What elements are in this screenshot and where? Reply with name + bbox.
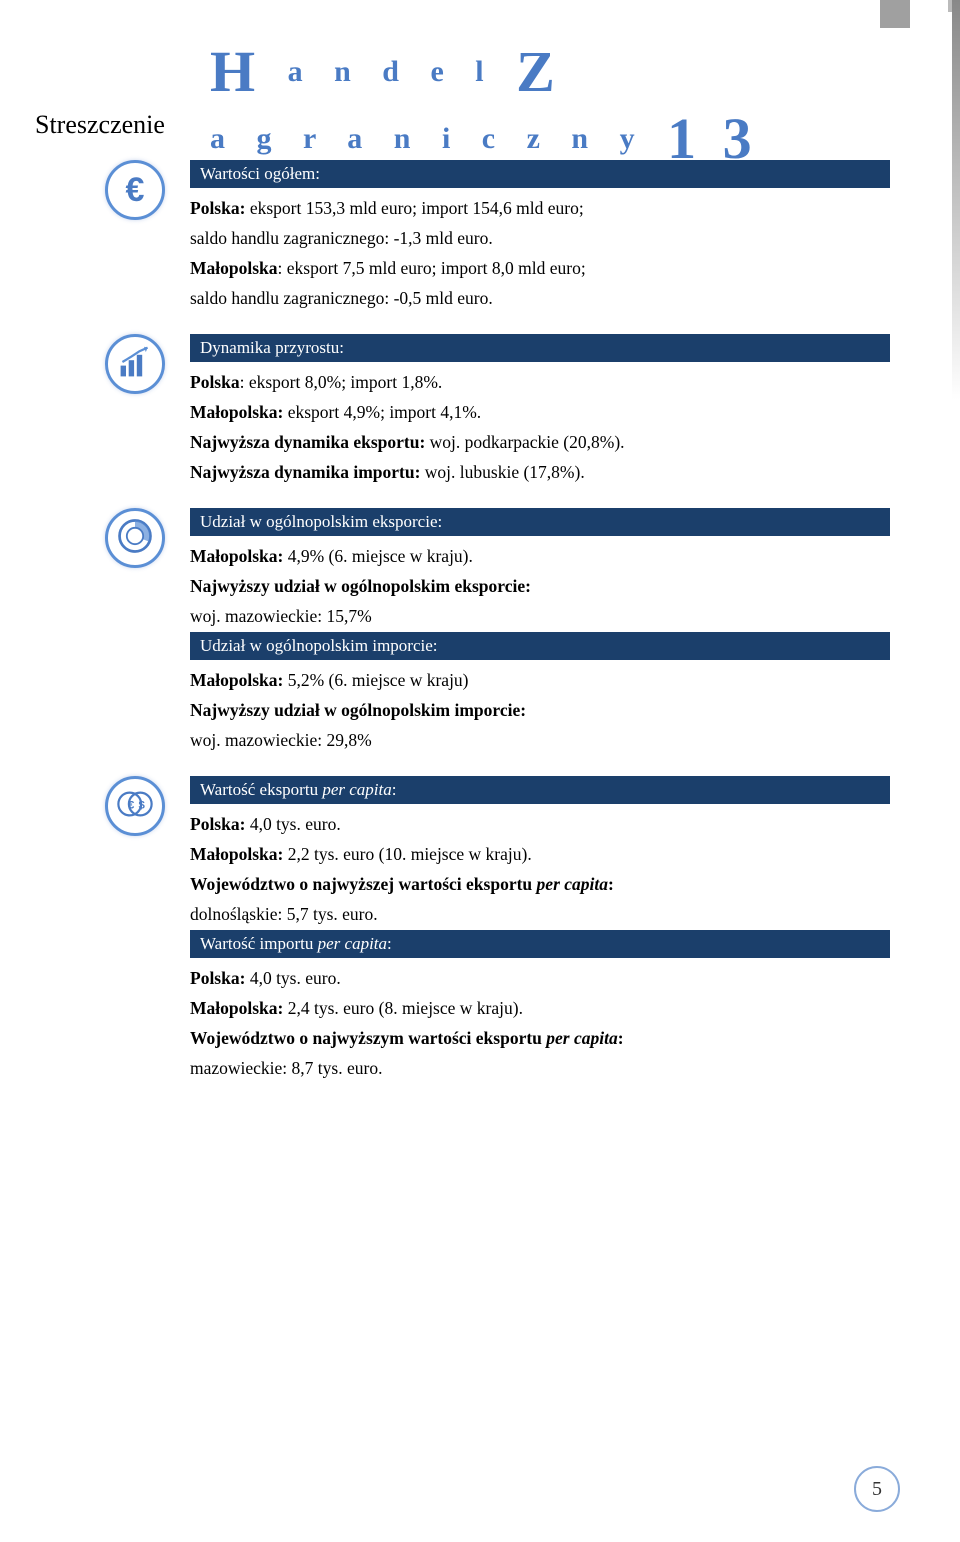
text-line: Polska: 4,0 tys. euro. (190, 964, 890, 992)
header-word2-rest: a g r a n i c z n y (210, 122, 647, 156)
text-line: Najwyższa dynamika importu: woj. lubuski… (190, 458, 890, 486)
header-word2-big: Z (516, 38, 567, 105)
text-line: mazowieckie: 8,7 tys. euro. (190, 1054, 890, 1082)
coins-icon: €$ (105, 776, 167, 838)
text-line: dolnośląskie: 5,7 tys. euro. (190, 900, 890, 928)
text-line: Najwyższy udział w ogólnopolskim imporci… (190, 696, 890, 724)
text-line: Małopolska: eksport 4,9%; import 4,1%. (190, 398, 890, 426)
text-line: Małopolska: 2,2 tys. euro (10. miejsce w… (190, 840, 890, 868)
chart-icon (105, 334, 167, 396)
text-line: Małopolska: 5,2% (6. miejsce w kraju) (190, 666, 890, 694)
text-line: Polska: eksport 8,0%; import 1,8%. (190, 368, 890, 396)
text-line: saldo handlu zagranicznego: -1,3 mld eur… (190, 224, 890, 252)
text-line: Małopolska: 4,9% (6. miejsce w kraju). (190, 542, 890, 570)
section-band: Wartości ogółem: (190, 160, 890, 188)
text-line: Polska: eksport 153,3 mld euro; import 1… (190, 194, 890, 222)
text-line: woj. mazowieckie: 29,8% (190, 726, 890, 754)
header-word1-big: H (210, 38, 267, 105)
text-line: Polska: 4,0 tys. euro. (190, 810, 890, 838)
svg-text:€: € (128, 799, 135, 811)
page-title: Streszczenie (35, 110, 165, 140)
pie-icon (105, 508, 167, 570)
svg-text:$: $ (139, 799, 146, 811)
content-area: €Wartości ogółem:Polska: eksport 153,3 m… (190, 160, 890, 1104)
text-line: Najwyższa dynamika eksportu: woj. podkar… (190, 428, 890, 456)
section: €$Wartość eksportu per capita:Polska: 4,… (190, 776, 890, 1082)
section-band: Udział w ogólnopolskim eksporcie: (190, 508, 890, 536)
header-word1-rest: a n d e l (288, 55, 496, 89)
text-line: Małopolska: 2,4 tys. euro (8. miejsce w … (190, 994, 890, 1022)
section-band: Dynamika przyrostu: (190, 334, 890, 362)
section: €Wartości ogółem:Polska: eksport 153,3 m… (190, 160, 890, 312)
section-band: Wartość importu per capita: (190, 930, 890, 958)
section: Dynamika przyrostu: Polska: eksport 8,0%;… (190, 334, 890, 486)
text-line: Małopolska: eksport 7,5 mld euro; import… (190, 254, 890, 282)
top-decoration-bar (880, 0, 910, 28)
header-title: H a n d e l Z a g r a n i c z n y 1 3 (210, 38, 900, 172)
text-line: saldo handlu zagranicznego: -0,5 mld eur… (190, 284, 890, 312)
section-band: Udział w ogólnopolskim imporcie: (190, 632, 890, 660)
section: Udział w ogólnopolskim eksporcie: Małopol… (190, 508, 890, 754)
text-line: Najwyższy udział w ogólnopolskim eksporc… (190, 572, 890, 600)
text-line: Województwo o najwyższym wartości ekspor… (190, 1024, 890, 1052)
right-gradient-bar (952, 0, 960, 400)
text-line: woj. mazowieckie: 15,7% (190, 602, 890, 630)
page-number: 5 (854, 1466, 900, 1512)
euro-icon: € (105, 160, 167, 222)
section-band: Wartość eksportu per capita: (190, 776, 890, 804)
text-line: Województwo o najwyższej wartości ekspor… (190, 870, 890, 898)
